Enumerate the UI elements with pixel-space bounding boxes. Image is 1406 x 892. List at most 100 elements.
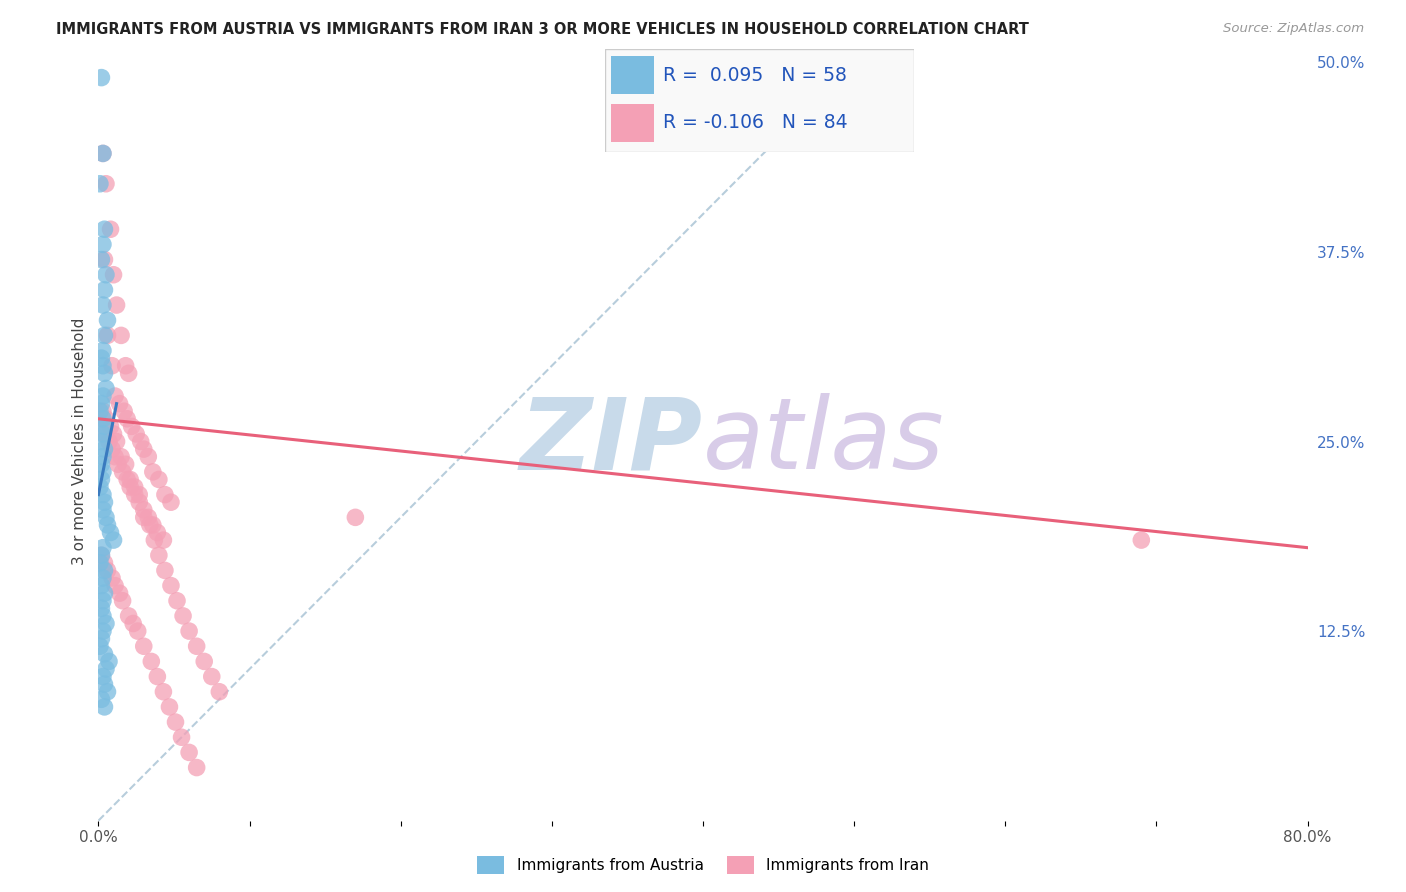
Point xyxy=(94,177,117,191)
Point xyxy=(98,655,121,669)
Point xyxy=(89,639,111,653)
Point xyxy=(146,669,169,683)
Point xyxy=(111,465,134,479)
Point xyxy=(114,359,136,373)
Point xyxy=(101,442,124,457)
Point xyxy=(90,548,112,563)
Point xyxy=(91,624,114,639)
Point xyxy=(98,434,121,449)
Point xyxy=(90,473,112,487)
Point xyxy=(94,382,117,396)
Point xyxy=(186,760,208,774)
Point xyxy=(94,268,117,282)
Point xyxy=(159,699,181,714)
Point xyxy=(93,222,115,236)
Text: IMMIGRANTS FROM AUSTRIA VS IMMIGRANTS FROM IRAN 3 OR MORE VEHICLES IN HOUSEHOLD : IMMIGRANTS FROM AUSTRIA VS IMMIGRANTS FR… xyxy=(56,22,1029,37)
Point xyxy=(93,328,115,343)
Point xyxy=(139,517,162,532)
Point xyxy=(96,328,118,343)
Point xyxy=(91,146,114,161)
Point xyxy=(172,608,194,623)
Text: Source: ZipAtlas.com: Source: ZipAtlas.com xyxy=(1223,22,1364,36)
Point xyxy=(89,404,111,418)
Point xyxy=(132,442,155,457)
Point xyxy=(124,487,146,501)
Point xyxy=(90,434,112,449)
FancyBboxPatch shape xyxy=(610,56,654,95)
Point xyxy=(90,396,112,410)
Point xyxy=(118,366,141,380)
Point xyxy=(90,351,112,366)
Point xyxy=(100,525,122,540)
Point xyxy=(90,579,112,593)
Point xyxy=(153,487,176,501)
Point xyxy=(132,510,155,524)
Point xyxy=(104,450,127,464)
Point xyxy=(91,298,114,312)
Point xyxy=(96,517,118,532)
Point xyxy=(152,685,174,699)
Point xyxy=(1130,533,1153,548)
Point xyxy=(90,70,112,85)
Point xyxy=(104,579,127,593)
Point xyxy=(344,510,367,524)
Point xyxy=(90,601,112,615)
Point xyxy=(208,685,231,699)
Point xyxy=(186,639,208,653)
Point xyxy=(121,419,143,434)
Point xyxy=(103,427,125,442)
Point xyxy=(94,510,117,524)
Point xyxy=(114,458,136,472)
Point xyxy=(91,404,114,418)
Point xyxy=(128,487,150,501)
Text: R =  0.095   N = 58: R = 0.095 N = 58 xyxy=(664,66,848,85)
Point xyxy=(108,396,131,410)
Point xyxy=(152,533,174,548)
Y-axis label: 3 or more Vehicles in Household: 3 or more Vehicles in Household xyxy=(72,318,87,566)
Point xyxy=(100,222,122,236)
Point xyxy=(101,571,124,585)
Point xyxy=(201,669,224,683)
Point xyxy=(125,427,148,442)
Point xyxy=(90,412,112,426)
Point xyxy=(91,450,114,464)
Text: atlas: atlas xyxy=(703,393,945,490)
Point xyxy=(93,586,115,600)
Point xyxy=(94,662,117,676)
Point xyxy=(93,495,115,509)
Point xyxy=(120,480,142,494)
Point xyxy=(96,313,118,327)
Point xyxy=(132,503,155,517)
Point xyxy=(91,359,114,373)
Point xyxy=(91,343,114,358)
Point xyxy=(93,283,115,297)
Point xyxy=(110,328,132,343)
FancyBboxPatch shape xyxy=(605,49,914,152)
Point xyxy=(118,608,141,623)
Point xyxy=(93,442,115,457)
Point xyxy=(142,517,165,532)
Point xyxy=(90,632,112,646)
Point xyxy=(120,473,142,487)
Point xyxy=(112,404,135,418)
Point xyxy=(136,510,159,524)
Point xyxy=(170,730,193,744)
Point xyxy=(160,495,183,509)
Point xyxy=(89,177,111,191)
Point xyxy=(101,359,124,373)
Point xyxy=(105,298,128,312)
Point xyxy=(103,268,125,282)
Point xyxy=(153,564,176,578)
Point xyxy=(124,480,146,494)
Point xyxy=(160,579,183,593)
Point xyxy=(96,685,118,699)
Point xyxy=(91,146,114,161)
Point xyxy=(128,495,150,509)
Point xyxy=(100,419,122,434)
Point xyxy=(93,419,115,434)
Point xyxy=(103,533,125,548)
Point xyxy=(94,412,117,426)
Point xyxy=(115,473,138,487)
FancyBboxPatch shape xyxy=(610,104,654,143)
Point xyxy=(179,746,201,760)
